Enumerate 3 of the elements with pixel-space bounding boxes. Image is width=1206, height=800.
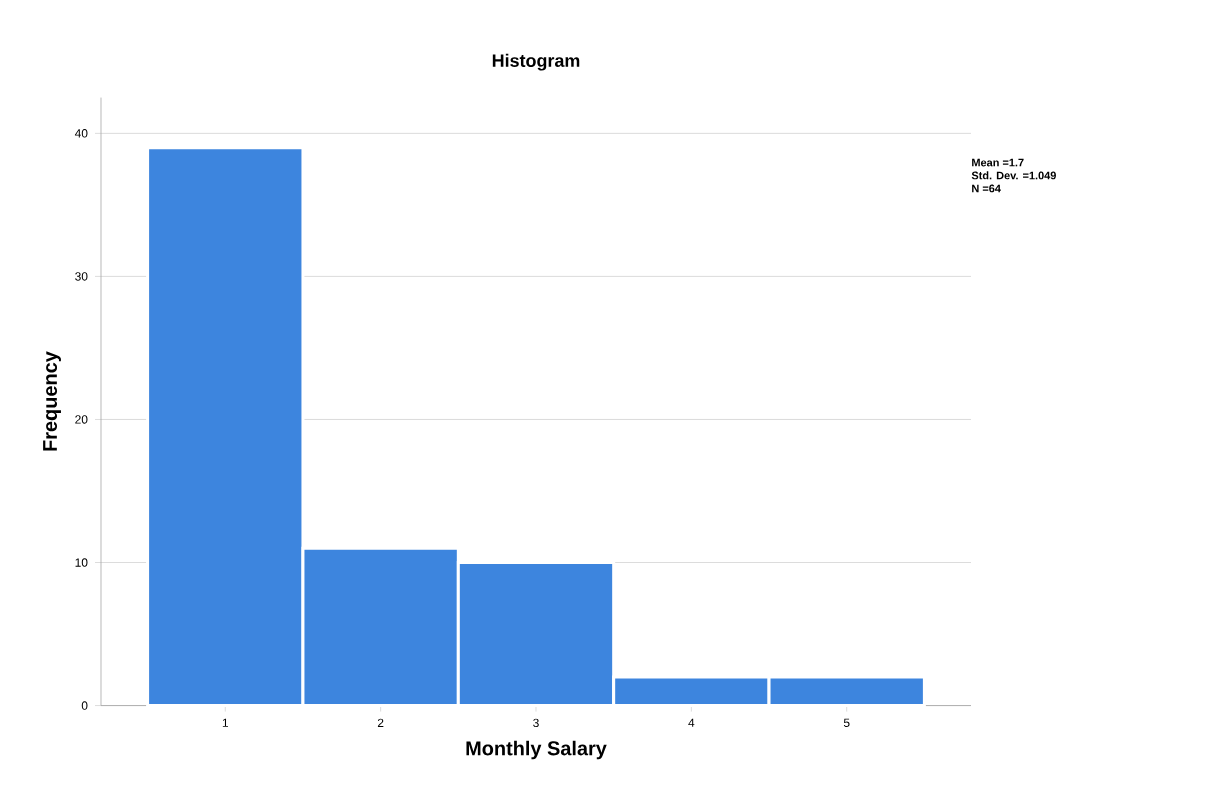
chart-title: Histogram	[492, 53, 580, 71]
x-axis-title: Monthly Salary	[466, 740, 607, 760]
y-axis-title: Frequency	[43, 351, 61, 451]
